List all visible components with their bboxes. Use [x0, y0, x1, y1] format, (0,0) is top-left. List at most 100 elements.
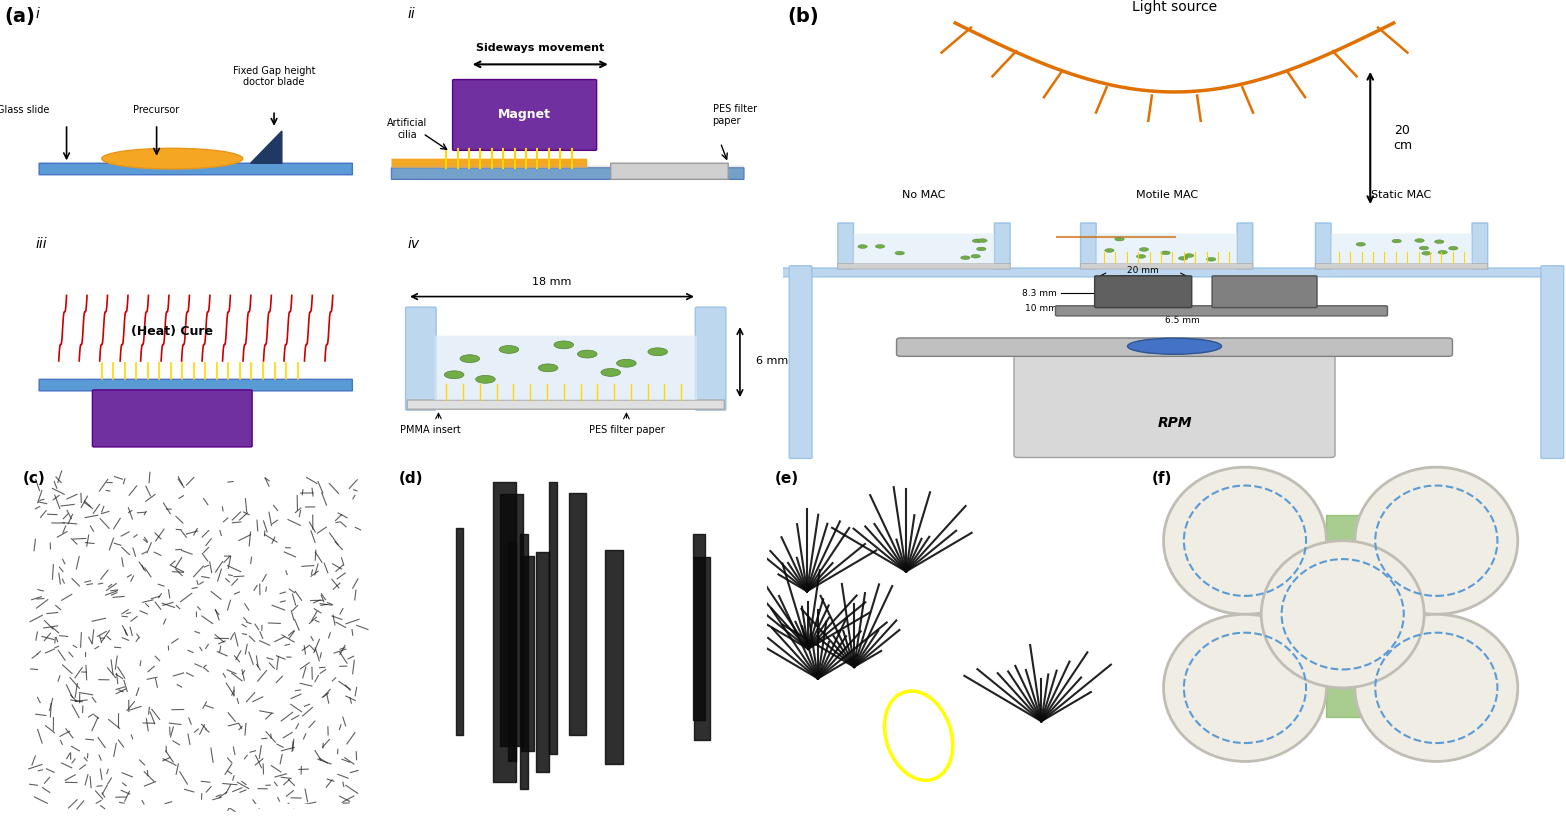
Ellipse shape [1397, 245, 1406, 249]
Ellipse shape [476, 375, 495, 383]
Text: ii: ii [407, 7, 415, 21]
Ellipse shape [902, 247, 911, 251]
Ellipse shape [1143, 256, 1153, 259]
Text: Motile MAC: Motile MAC [1135, 190, 1198, 200]
Text: Static MAC: Static MAC [1372, 190, 1431, 200]
Ellipse shape [977, 250, 987, 254]
Text: (a): (a) [5, 7, 34, 26]
FancyBboxPatch shape [1237, 223, 1253, 269]
Ellipse shape [617, 359, 636, 367]
Ellipse shape [1128, 339, 1221, 354]
FancyBboxPatch shape [695, 307, 727, 410]
FancyBboxPatch shape [994, 223, 1010, 269]
FancyBboxPatch shape [1472, 223, 1488, 269]
Ellipse shape [944, 250, 954, 253]
FancyBboxPatch shape [896, 338, 1453, 356]
Ellipse shape [578, 350, 597, 358]
Circle shape [1164, 467, 1326, 614]
Text: PES filter paper: PES filter paper [589, 426, 664, 436]
FancyBboxPatch shape [781, 268, 1552, 277]
Circle shape [1355, 614, 1517, 762]
FancyBboxPatch shape [1096, 233, 1237, 263]
Ellipse shape [921, 257, 930, 260]
FancyBboxPatch shape [1315, 263, 1488, 269]
FancyBboxPatch shape [853, 233, 994, 263]
FancyBboxPatch shape [392, 168, 744, 180]
Text: Light source: Light source [1132, 0, 1217, 14]
Ellipse shape [1408, 248, 1417, 252]
Ellipse shape [1356, 257, 1366, 262]
Text: (d): (d) [399, 471, 423, 486]
Text: PES filter
paper: PES filter paper [713, 104, 756, 125]
FancyBboxPatch shape [435, 335, 697, 400]
FancyBboxPatch shape [1331, 233, 1472, 263]
FancyBboxPatch shape [1081, 263, 1253, 269]
FancyBboxPatch shape [39, 163, 352, 175]
Text: iv: iv [407, 237, 420, 251]
Ellipse shape [949, 245, 958, 248]
FancyBboxPatch shape [92, 390, 252, 447]
Text: 20 mm: 20 mm [1128, 266, 1159, 275]
FancyBboxPatch shape [1055, 306, 1387, 316]
Ellipse shape [1367, 249, 1377, 253]
Text: Magnet: Magnet [498, 109, 551, 121]
Circle shape [1261, 541, 1423, 688]
Text: 500 μm: 500 μm [1007, 807, 1049, 817]
Text: Magnet: Magnet [1124, 287, 1162, 297]
Ellipse shape [1207, 252, 1217, 255]
Text: 6 mm: 6 mm [756, 356, 788, 366]
Ellipse shape [445, 371, 464, 379]
Ellipse shape [1416, 244, 1425, 247]
Text: Sideways movement: Sideways movement [476, 43, 604, 53]
Ellipse shape [1178, 241, 1187, 244]
Text: (c): (c) [23, 471, 45, 486]
Text: Artificial
cilia: Artificial cilia [387, 118, 428, 140]
FancyBboxPatch shape [1212, 276, 1317, 308]
Ellipse shape [1340, 252, 1350, 257]
Polygon shape [251, 131, 282, 163]
Text: PMMA insert: PMMA insert [401, 426, 460, 436]
FancyBboxPatch shape [1095, 276, 1192, 308]
FancyBboxPatch shape [838, 223, 853, 269]
Text: 2 mm: 2 mm [260, 807, 293, 817]
Text: 2 cm: 2 cm [1456, 807, 1485, 817]
Text: 500 μm: 500 μm [631, 807, 673, 817]
Text: 18 mm: 18 mm [532, 278, 572, 288]
Ellipse shape [648, 348, 667, 355]
Text: (f): (f) [1151, 471, 1171, 486]
Text: Counter-
weight: Counter- weight [1247, 283, 1283, 302]
Text: iii: iii [36, 237, 47, 251]
FancyBboxPatch shape [1541, 266, 1563, 458]
FancyBboxPatch shape [453, 79, 597, 150]
Ellipse shape [1145, 254, 1154, 258]
Text: No MAC: No MAC [902, 190, 946, 200]
FancyBboxPatch shape [392, 159, 587, 168]
Text: 10 mm: 10 mm [1026, 304, 1057, 314]
Circle shape [1355, 467, 1517, 614]
FancyBboxPatch shape [407, 400, 725, 410]
FancyBboxPatch shape [406, 307, 437, 410]
Text: Glass slide: Glass slide [0, 105, 50, 115]
Ellipse shape [1154, 250, 1164, 254]
Ellipse shape [601, 369, 620, 376]
Ellipse shape [1154, 256, 1164, 260]
Text: (e): (e) [775, 471, 799, 486]
Text: Precursor: Precursor [133, 105, 180, 115]
Ellipse shape [539, 364, 557, 372]
Ellipse shape [500, 345, 518, 354]
FancyBboxPatch shape [392, 166, 744, 180]
Text: RPM: RPM [1157, 416, 1192, 430]
Ellipse shape [460, 354, 479, 363]
Ellipse shape [1383, 248, 1392, 252]
FancyBboxPatch shape [1081, 223, 1096, 269]
Ellipse shape [965, 256, 974, 260]
FancyBboxPatch shape [1315, 223, 1331, 269]
Text: 6.5 mm: 6.5 mm [1165, 316, 1200, 325]
Circle shape [1164, 614, 1326, 762]
FancyBboxPatch shape [611, 163, 728, 180]
Text: 8.3 mm: 8.3 mm [1023, 289, 1057, 298]
Ellipse shape [1146, 240, 1156, 244]
Ellipse shape [911, 247, 921, 251]
Ellipse shape [905, 254, 915, 258]
Text: 20
cm: 20 cm [1394, 124, 1413, 152]
